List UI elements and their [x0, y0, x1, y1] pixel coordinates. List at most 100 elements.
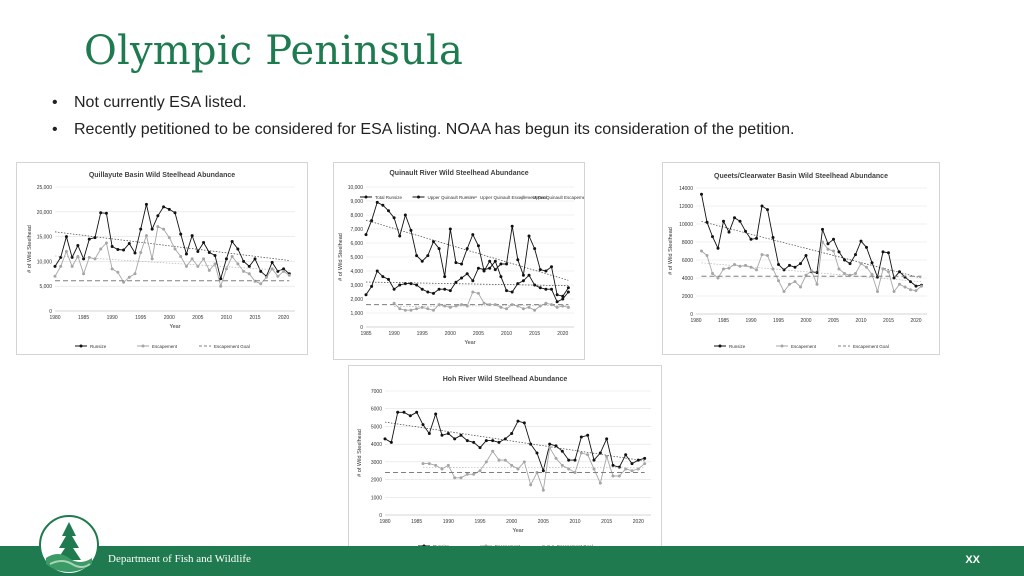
- data-point: [110, 245, 114, 249]
- data-point: [402, 410, 406, 414]
- data-point: [510, 432, 514, 436]
- data-point: [454, 304, 458, 308]
- data-point: [364, 233, 368, 237]
- data-point: [448, 289, 452, 293]
- data-point: [491, 449, 495, 453]
- data-point: [87, 255, 91, 259]
- data-point: [521, 307, 525, 311]
- bullet-text: Recently petitioned to be considered for…: [74, 121, 795, 138]
- data-point: [202, 257, 206, 261]
- data-point: [554, 444, 558, 448]
- data-point: [93, 257, 97, 261]
- data-point: [488, 303, 492, 307]
- chart-title: Hoh River Wild Steelhead Abundance: [443, 376, 568, 383]
- data-point: [555, 305, 559, 309]
- data-point: [213, 253, 217, 257]
- legend-marker: [522, 195, 525, 199]
- data-point: [903, 285, 907, 289]
- data-point: [738, 219, 742, 223]
- slide-title: Olympic Peninsula: [84, 28, 464, 74]
- data-point: [766, 254, 769, 257]
- wdfw-logo-icon: [39, 515, 99, 575]
- data-point: [749, 237, 753, 241]
- data-point: [207, 250, 211, 254]
- y-axis-label: # of Wild Steelhead: [357, 429, 363, 477]
- x-tick-label: 2020: [557, 331, 568, 337]
- data-point: [497, 458, 501, 462]
- x-tick-label: 2010: [501, 331, 512, 337]
- data-point: [213, 262, 217, 266]
- legend-label: Escapement Goal: [214, 344, 250, 349]
- data-point: [224, 267, 228, 271]
- data-point: [116, 270, 120, 274]
- data-point: [133, 251, 137, 255]
- data-point: [493, 268, 497, 272]
- x-tick-label: 1985: [411, 519, 422, 525]
- data-point: [505, 307, 509, 311]
- chart-panel-queets: Queets/Clearwater Basin Wild Steelhead A…: [662, 162, 940, 355]
- data-point: [443, 304, 447, 308]
- data-point: [521, 279, 525, 283]
- data-point: [533, 247, 537, 251]
- data-point: [848, 262, 852, 266]
- chart-panel-quillayute: Quillayute Basin Wild Steelhead Abundanc…: [16, 162, 308, 355]
- data-point: [64, 235, 68, 239]
- data-point: [554, 456, 558, 460]
- y-tick-label: 0: [379, 513, 382, 519]
- data-point: [499, 275, 503, 279]
- data-point: [544, 269, 548, 273]
- data-point: [499, 262, 503, 266]
- y-tick-label: 14000: [679, 186, 693, 192]
- data-point: [381, 275, 385, 279]
- data-point: [643, 462, 647, 466]
- data-point: [403, 308, 407, 312]
- data-point: [766, 208, 769, 212]
- data-point: [370, 284, 374, 288]
- data-point: [561, 297, 565, 301]
- data-point: [617, 474, 621, 478]
- data-point: [196, 249, 200, 253]
- data-point: [409, 228, 413, 232]
- data-point: [104, 241, 108, 245]
- data-point: [472, 472, 476, 476]
- data-point: [139, 227, 143, 231]
- data-point: [865, 245, 868, 249]
- data-point: [76, 244, 80, 248]
- x-tick-label: 2000: [506, 519, 517, 525]
- data-point: [810, 269, 813, 273]
- bullet-item: • Recently petitioned to be considered fo…: [52, 121, 795, 138]
- data-point: [87, 237, 91, 241]
- legend-label: Upper Quinault Runsize: [428, 195, 476, 200]
- data-point: [529, 442, 533, 446]
- data-point: [276, 274, 280, 278]
- data-point: [832, 249, 835, 253]
- data-point: [566, 305, 570, 309]
- data-point: [207, 268, 211, 272]
- chart-hoh: Hoh River Wild Steelhead Abundance 0 1000 2…: [357, 376, 651, 549]
- data-point: [881, 267, 885, 271]
- data-point: [804, 254, 808, 257]
- data-point: [392, 287, 396, 291]
- data-point: [541, 469, 545, 473]
- data-point: [420, 259, 424, 263]
- data-point: [705, 220, 709, 224]
- data-point: [843, 272, 846, 275]
- data-point: [133, 272, 137, 276]
- x-tick-label: 1995: [773, 318, 784, 324]
- series-line: [701, 240, 922, 294]
- data-point: [771, 236, 775, 239]
- y-tick-label: 4000: [371, 442, 382, 448]
- data-point: [409, 308, 413, 312]
- data-point: [636, 458, 640, 462]
- data-point: [82, 272, 86, 276]
- data-point: [144, 234, 148, 238]
- data-point: [617, 465, 621, 469]
- data-point: [522, 421, 526, 425]
- x-tick-label: 2010: [855, 318, 866, 324]
- trend-line: [422, 466, 645, 469]
- data-point: [821, 227, 824, 231]
- y-tick-label: 0: [690, 312, 693, 318]
- data-point: [548, 442, 552, 446]
- data-point: [426, 307, 430, 311]
- data-point: [415, 307, 419, 311]
